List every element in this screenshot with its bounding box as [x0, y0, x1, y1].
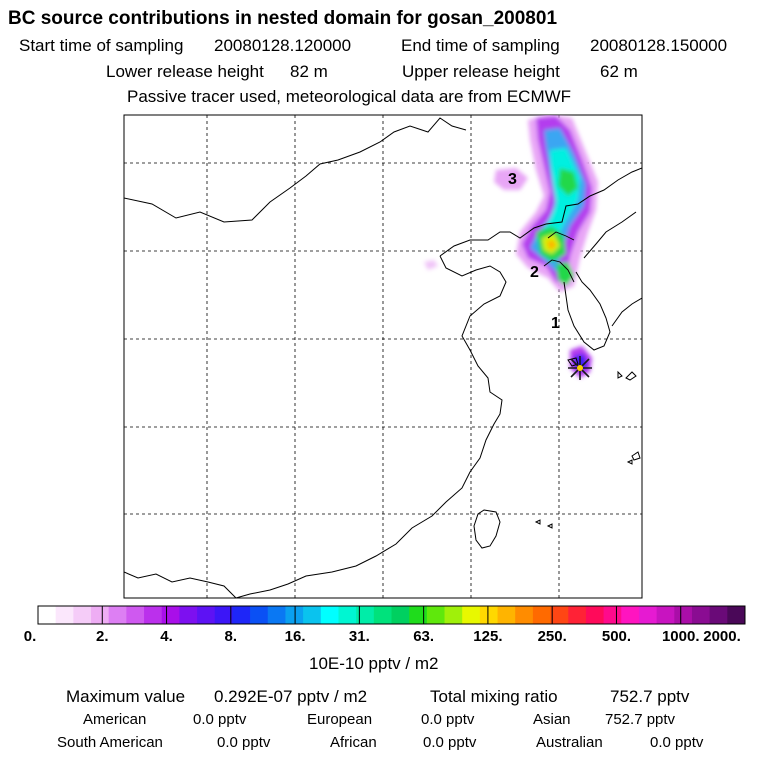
colorbar-tick-label: 2. [96, 628, 109, 645]
colorbar-tick-label: 63. [413, 628, 435, 645]
region-name: Asian [533, 711, 571, 728]
colorbar-swatch [568, 606, 587, 624]
region-name: European [307, 711, 373, 728]
colorbar-swatch [38, 606, 57, 624]
region-name: American [83, 711, 147, 728]
colorbar-swatch [691, 606, 711, 624]
start-time-label: Start time of sampling [19, 36, 184, 55]
colorbar-swatch [462, 606, 481, 624]
colorbar-swatch [267, 606, 286, 624]
colorbar-swatch [303, 606, 322, 624]
colorbar-swatch [550, 606, 569, 624]
tracer-note: Passive tracer used, meteorological data… [127, 87, 572, 106]
colorbar-swatch [250, 606, 269, 624]
region-value: 752.7 pptv [605, 711, 676, 728]
colorbar-swatch [232, 606, 251, 624]
total-mixing-value: 752.7 pptv [610, 687, 690, 706]
region-name: African [330, 734, 377, 751]
colorbar-swatch [108, 606, 127, 624]
receptor-marker [568, 356, 592, 380]
colorbar-swatch [674, 606, 693, 624]
region-name: South American [57, 734, 163, 751]
colorbar-swatch [214, 606, 233, 624]
upper-release-value: 62 m [600, 62, 638, 81]
colorbar-swatch [426, 606, 446, 624]
colorbar-tick-label: 16. [284, 628, 306, 645]
region-value: 0.0 pptv [217, 734, 271, 751]
colorbar-swatch [197, 606, 216, 624]
end-time-label: End time of sampling [401, 36, 560, 55]
colorbar-swatch [144, 606, 163, 624]
colorbar-swatch [709, 606, 728, 624]
lower-release-value: 82 m [290, 62, 328, 81]
colorbar-frame [37, 605, 746, 625]
colorbar-swatch [656, 606, 675, 624]
colorbar-swatch [356, 606, 375, 624]
colorbar-swatch [55, 606, 74, 624]
colorbar-swatch [479, 606, 499, 624]
max-value: 0.292E-07 pptv / m2 [214, 687, 368, 706]
colorbar-tick-label: 250. [537, 628, 567, 645]
lat-lon-grid [124, 115, 642, 598]
map-label-2: 2 [530, 264, 539, 281]
colorbar-swatch [638, 606, 658, 624]
colorbar-tick-label: 1000. [661, 628, 700, 645]
start-time-value: 20080128.120000 [214, 36, 352, 55]
colorbar-swatch [320, 606, 339, 624]
colorbar-swatch [73, 606, 92, 624]
colorbar-swatch [338, 606, 357, 624]
colorbar-tick-label: 2000. [703, 628, 741, 645]
region-name: Australian [536, 734, 603, 751]
colorbar-swatch [515, 606, 534, 624]
colorbar-swatch [497, 606, 516, 624]
colorbar-swatch [91, 606, 110, 624]
colorbar-swatch [603, 606, 622, 624]
colorbar-swatch [179, 606, 198, 624]
lower-release-label: Lower release height [106, 62, 264, 81]
colorbar-swatch [532, 606, 552, 624]
colorbar-units: 10E-10 pptv / m2 [309, 654, 439, 673]
colorbar-swatch [621, 606, 640, 624]
map-label-3: 3 [508, 171, 517, 188]
colorbar-swatch [391, 606, 410, 624]
colorbar-swatch [285, 606, 304, 624]
colorbar-swatch [444, 606, 463, 624]
colorbar-swatch [126, 606, 145, 624]
end-time-value: 20080128.150000 [590, 36, 728, 55]
region-value: 0.0 pptv [423, 734, 477, 751]
chart-title: BC source contributions in nested domain… [8, 8, 558, 29]
colorbar [37, 605, 746, 625]
region-value: 0.0 pptv [193, 711, 247, 728]
colorbar-tick-label: 125. [473, 628, 503, 645]
concentration-plume [424, 115, 598, 378]
region-value: 0.0 pptv [650, 734, 704, 751]
country-borders [543, 231, 575, 283]
colorbar-tick-label: 4. [160, 628, 173, 645]
colorbar-swatch [727, 606, 746, 624]
colorbar-swatch [409, 606, 428, 624]
colorbar-tick-label: 500. [601, 628, 632, 645]
upper-release-label: Upper release height [402, 62, 560, 81]
map-label-1: 1 [551, 315, 560, 332]
coastlines [124, 117, 642, 598]
colorbar-swatch [161, 606, 180, 624]
colorbar-tick-label: 31. [348, 628, 370, 645]
colorbar-tick-label: 8. [224, 628, 238, 645]
total-mixing-label: Total mixing ratio [430, 687, 558, 706]
colorbar-swatch [373, 606, 392, 624]
region-value: 0.0 pptv [421, 711, 475, 728]
colorbar-swatch [585, 606, 605, 624]
max-value-label: Maximum value [66, 687, 186, 706]
colorbar-tick-label: 0. [23, 628, 37, 645]
